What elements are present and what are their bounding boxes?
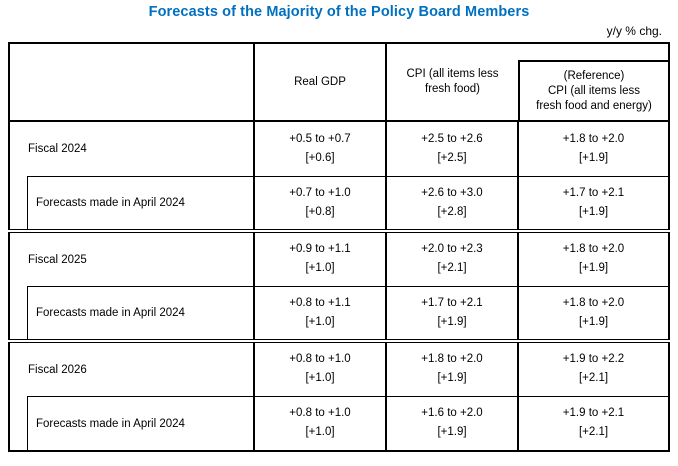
forecast-median: [+2.1] <box>578 426 609 439</box>
forecast-range: +2.0 to +2.3 <box>421 243 483 256</box>
table-row-april-forecast-2025: Forecasts made in April 2024 +0.8 to +1.… <box>9 285 669 341</box>
sub-row-indent-box: Forecasts made in April 2024 <box>27 286 253 339</box>
forecast-range: +0.8 to +1.1 <box>289 296 351 309</box>
forecast-median: [+1.9] <box>578 151 609 164</box>
forecast-range: +0.5 to +0.7 <box>289 132 351 145</box>
sub-row-indent-box: Forecasts made in April 2024 <box>27 396 253 450</box>
sub-row-indent-box: Forecasts made in April 2024 <box>27 176 253 229</box>
forecast-range: +1.9 to +2.1 <box>562 407 625 420</box>
forecast-range: +1.9 to +2.2 <box>562 353 625 366</box>
cell-cpi: +2.6 to +3.0 [+2.8] <box>385 175 518 231</box>
cell-cpi-reference: +1.7 to +2.1 [+1.9] <box>517 175 669 231</box>
row-label-cell: Forecasts made in April 2024 <box>9 286 254 341</box>
forecast-range: +0.8 to +1.0 <box>289 353 351 366</box>
forecast-range: +0.7 to +1.0 <box>289 186 351 199</box>
row-label-cell: Forecasts made in April 2024 <box>9 396 254 451</box>
forecast-median: [+1.9] <box>578 205 609 218</box>
forecast-median: [+2.5] <box>437 151 467 164</box>
forecast-median: [+0.6] <box>305 151 335 164</box>
table-row-fiscal-2024: Fiscal 2024 +0.5 to +0.7 [+0.6] +2.5 to … <box>9 121 669 176</box>
column-header-real-gdp: Real GDP <box>253 43 386 122</box>
table-row-fiscal-2025: Fiscal 2025 +0.9 to +1.1 [+1.0] +2.0 to … <box>9 229 669 286</box>
table-row-fiscal-2026: Fiscal 2026 +0.8 to +1.0 [+1.0] +1.8 to … <box>9 339 669 396</box>
column-header-cpi: CPI (all items less fresh food) <box>385 43 518 122</box>
cell-real-gdp: +0.8 to +1.0 [+1.0] <box>253 395 386 451</box>
forecast-range: +0.9 to +1.1 <box>289 243 351 256</box>
forecast-median: [+1.0] <box>305 426 335 439</box>
forecast-median: [+0.8] <box>305 205 335 218</box>
forecast-median: [+1.9] <box>578 315 609 328</box>
cell-cpi-reference: +1.8 to +2.0 [+1.9] <box>517 229 669 286</box>
forecast-median: [+2.1] <box>578 372 609 385</box>
cell-cpi-reference: +1.8 to +2.0 [+1.9] <box>517 121 669 176</box>
page-title: Forecasts of the Majority of the Policy … <box>148 4 530 20</box>
forecast-range: +1.7 to +2.1 <box>421 296 483 309</box>
forecast-range: +1.8 to +2.0 <box>421 353 483 366</box>
forecast-range: +1.7 to +2.1 <box>562 186 625 199</box>
row-label-april-2024: Forecasts made in April 2024 <box>36 197 185 209</box>
cell-cpi-reference: +1.9 to +2.1 [+2.1] <box>517 395 669 451</box>
column-header-cpi-reference: (Reference) CPI (all items less fresh fo… <box>518 43 669 122</box>
forecast-median: [+2.8] <box>437 205 467 218</box>
row-label-april-2024: Forecasts made in April 2024 <box>36 417 185 430</box>
forecast-median: [+1.9] <box>578 262 609 275</box>
cell-cpi: +2.5 to +2.6 [+2.5] <box>385 121 518 176</box>
forecast-range: +0.8 to +1.0 <box>289 407 351 420</box>
cell-cpi: +1.6 to +2.0 [+1.9] <box>385 395 518 451</box>
forecast-median: [+1.0] <box>305 315 335 328</box>
forecast-range: +1.8 to +2.0 <box>562 296 625 309</box>
forecast-range: +2.5 to +2.6 <box>421 132 483 145</box>
forecast-median: [+1.9] <box>437 426 467 439</box>
cell-real-gdp: +0.5 to +0.7 [+0.6] <box>253 121 386 176</box>
cell-cpi: +1.7 to +2.1 [+1.9] <box>385 285 518 341</box>
row-label-april-2024: Forecasts made in April 2024 <box>36 307 185 319</box>
forecast-median: [+1.0] <box>305 372 335 385</box>
row-label-fiscal-2026: Fiscal 2026 <box>9 339 254 396</box>
cell-real-gdp: +0.8 to +1.1 [+1.0] <box>253 285 386 341</box>
forecast-table: Real GDP CPI (all items less fresh food)… <box>8 42 670 452</box>
row-label-cell: Forecasts made in April 2024 <box>9 176 254 231</box>
cell-real-gdp: +0.7 to +1.0 [+0.8] <box>253 175 386 231</box>
cell-cpi: +2.0 to +2.3 [+2.1] <box>385 229 518 286</box>
cell-real-gdp: +0.9 to +1.1 [+1.0] <box>253 229 386 286</box>
forecast-range: +1.8 to +2.0 <box>562 243 625 256</box>
column-header-empty <box>9 43 254 122</box>
row-label-fiscal-2025: Fiscal 2025 <box>9 229 254 286</box>
cell-cpi-reference: +1.9 to +2.2 [+2.1] <box>517 339 669 396</box>
forecast-median: [+1.9] <box>437 372 467 385</box>
cell-real-gdp: +0.8 to +1.0 [+1.0] <box>253 339 386 396</box>
table-row-april-forecast-2024: Forecasts made in April 2024 +0.7 to +1.… <box>9 175 669 231</box>
row-label-fiscal-2024: Fiscal 2024 <box>28 143 87 155</box>
forecast-median: [+2.1] <box>437 262 467 275</box>
forecast-median: [+1.0] <box>305 262 335 275</box>
cell-cpi: +1.8 to +2.0 [+1.9] <box>385 339 518 396</box>
table-row-april-forecast-2026: Forecasts made in April 2024 +0.8 to +1.… <box>9 395 669 451</box>
forecast-median: [+1.9] <box>437 315 467 328</box>
unit-label: y/y % chg. <box>606 24 662 38</box>
forecast-range: +1.6 to +2.0 <box>421 407 483 420</box>
forecast-range: +1.8 to +2.0 <box>562 132 625 145</box>
forecast-range: +2.6 to +3.0 <box>421 186 483 199</box>
header-row: Real GDP CPI (all items less fresh food)… <box>9 43 669 122</box>
reference-header-box: (Reference) CPI (all items less fresh fo… <box>518 60 668 120</box>
cell-cpi-reference: +1.8 to +2.0 [+1.9] <box>517 285 669 341</box>
